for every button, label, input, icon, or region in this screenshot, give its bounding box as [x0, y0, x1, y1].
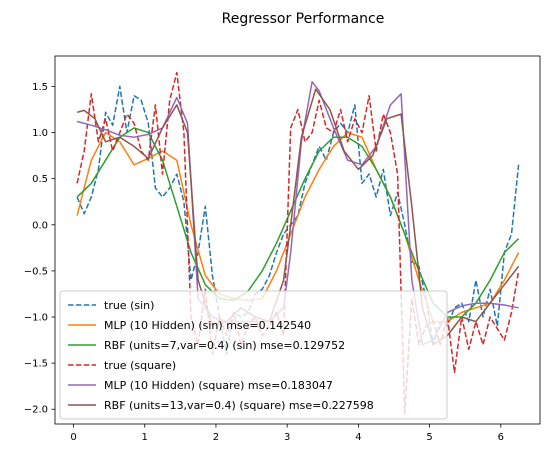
- x-tick-label: 4: [355, 432, 361, 443]
- y-tick-label: 0.0: [32, 220, 48, 231]
- x-tick-label: 3: [284, 432, 290, 443]
- y-tick-label: −2.0: [24, 405, 48, 416]
- x-tick-label: 1: [142, 432, 148, 443]
- x-tick-label: 5: [426, 432, 432, 443]
- legend-box: [59, 290, 448, 420]
- y-tick-label: −0.5: [24, 266, 48, 277]
- legend-entry-5: MLP (10 Hidden) (square) mse=0.183047: [104, 379, 333, 392]
- x-tick-label: 6: [498, 432, 504, 443]
- legend-entry-2: MLP (10 Hidden) (sin) mse=0.142540: [104, 319, 311, 332]
- x-axis: 0 1 2 3 4 5 6: [70, 424, 504, 443]
- legend-entry-3: RBF (units=7,var=0.4) (sin) mse=0.129752: [104, 339, 345, 352]
- legend-entry-4: true (square): [104, 359, 176, 372]
- y-axis: −2.0 −1.5 −1.0 −0.5 0.0 0.5 1.0 1.5: [24, 82, 55, 416]
- y-tick-label: 1.5: [32, 82, 48, 93]
- plot-frame: [54, 55, 541, 425]
- legend-entry-1: true (sin): [104, 299, 154, 312]
- x-tick-label: 2: [213, 432, 219, 443]
- x-tick-label: 0: [70, 432, 76, 443]
- series-line-4: [76, 71, 520, 415]
- y-tick-label: −1.0: [24, 313, 48, 324]
- y-tick-label: 0.5: [32, 174, 48, 185]
- y-tick-label: −1.5: [24, 359, 48, 370]
- chart-title: Regressor Performance: [222, 11, 385, 27]
- y-tick-label: 1.0: [32, 128, 48, 139]
- legend-entry-6: RBF (units=13,var=0.4) (square) mse=0.22…: [104, 399, 374, 412]
- legend: true (sin) MLP (10 Hidden) (sin) mse=0.14…: [59, 290, 448, 420]
